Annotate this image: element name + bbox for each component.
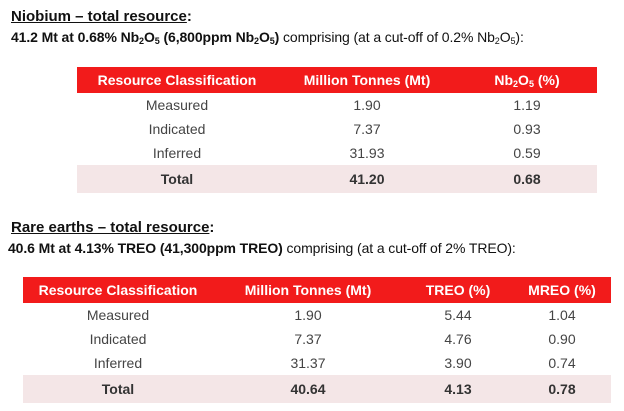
niobium-summary-normal: comprising (at a cut-off of 0.2% Nb2O5):: [279, 29, 524, 46]
table-total-row: Total 41.20 0.68: [77, 165, 597, 193]
cell-mreo: 1.04: [548, 307, 576, 323]
rare-earths-summary-normal: comprising (at a cut-off of 2% TREO):: [282, 240, 516, 256]
cell-total-tonnes: 40.64: [213, 375, 403, 403]
cell-mreo: 0.74: [548, 355, 576, 371]
cell-treo: 5.44: [444, 307, 472, 323]
rare-earths-heading-colon: :: [209, 219, 215, 236]
niobium-heading: Niobium – total resource:: [11, 8, 192, 25]
table-row: Inferred 31.93 0.59: [77, 141, 597, 165]
table-row: Indicated 7.37 0.93: [77, 117, 597, 141]
rare-earths-heading-text: Rare earths – total resource: [11, 219, 210, 236]
table-header-row: Resource Classification Million Tonnes (…: [23, 277, 611, 303]
cell-total-mreo: 0.78: [513, 375, 611, 403]
cell-tonnes: 7.37: [294, 331, 322, 347]
column-header-tonnes: Million Tonnes (Mt): [213, 277, 403, 303]
niobium-summary-bold: 41.2 Mt at 0.68% Nb2O5 (6,800ppm Nb2O5): [11, 29, 280, 46]
cell-tonnes: 1.90: [294, 307, 322, 323]
table-row: Inferred 31.37 3.90 0.74: [23, 351, 611, 375]
cell-classification: Inferred: [152, 145, 202, 161]
cell-grade: 0.93: [513, 121, 541, 137]
table-row: Measured 1.90 5.44 1.04: [23, 303, 611, 327]
cell-classification: Indicated: [148, 121, 206, 137]
cell-treo: 3.90: [444, 355, 472, 371]
niobium-summary: 41.2 Mt at 0.68% Nb2O5 (6,800ppm Nb2O5) …: [11, 29, 524, 46]
cell-total-treo: 4.13: [403, 375, 513, 403]
table-row: Indicated 7.37 4.76 0.90: [23, 327, 611, 351]
column-header-tonnes: Million Tonnes (Mt): [277, 67, 457, 93]
cell-tonnes: 31.93: [349, 145, 385, 161]
niobium-heading-colon: :: [186, 8, 192, 25]
column-header-classification: Resource Classification: [77, 67, 277, 93]
column-header-mreo: MREO (%): [513, 277, 611, 303]
table-total-row: Total 40.64 4.13 0.78: [23, 375, 611, 403]
cell-classification: Measured: [86, 307, 150, 323]
table-row: Measured 1.90 1.19: [77, 93, 597, 117]
niobium-heading-text: Niobium – total resource: [11, 8, 187, 25]
cell-grade: 0.59: [513, 145, 541, 161]
cell-tonnes: 7.37: [353, 121, 381, 137]
cell-tonnes: 1.90: [353, 97, 381, 113]
rare-earths-resource-table: Resource Classification Million Tonnes (…: [23, 277, 611, 403]
column-header-nb2o5: Nb2O5 (%): [457, 67, 597, 93]
cell-total-grade: 0.68: [457, 165, 597, 193]
cell-total-tonnes: 41.20: [277, 165, 457, 193]
niobium-resource-table: Resource Classification Million Tonnes (…: [77, 67, 597, 193]
cell-classification: Inferred: [93, 355, 143, 371]
cell-classification: Measured: [145, 97, 209, 113]
cell-grade: 1.19: [513, 97, 541, 113]
rare-earths-summary-bold: 40.6 Mt at 4.13% TREO (41,300ppm TREO): [8, 240, 283, 256]
cell-tonnes: 31.37: [290, 355, 326, 371]
rare-earths-heading: Rare earths – total resource:: [11, 219, 214, 236]
cell-treo: 4.76: [444, 331, 472, 347]
cell-classification: Indicated: [89, 331, 147, 347]
rare-earths-summary: 40.6 Mt at 4.13% TREO (41,300ppm TREO) c…: [8, 240, 516, 256]
column-header-treo: TREO (%): [403, 277, 513, 303]
column-header-classification: Resource Classification: [23, 277, 213, 303]
cell-mreo: 0.90: [548, 331, 576, 347]
table-header-row: Resource Classification Million Tonnes (…: [77, 67, 597, 93]
cell-total-label: Total: [23, 375, 213, 403]
cell-total-label: Total: [77, 165, 277, 193]
